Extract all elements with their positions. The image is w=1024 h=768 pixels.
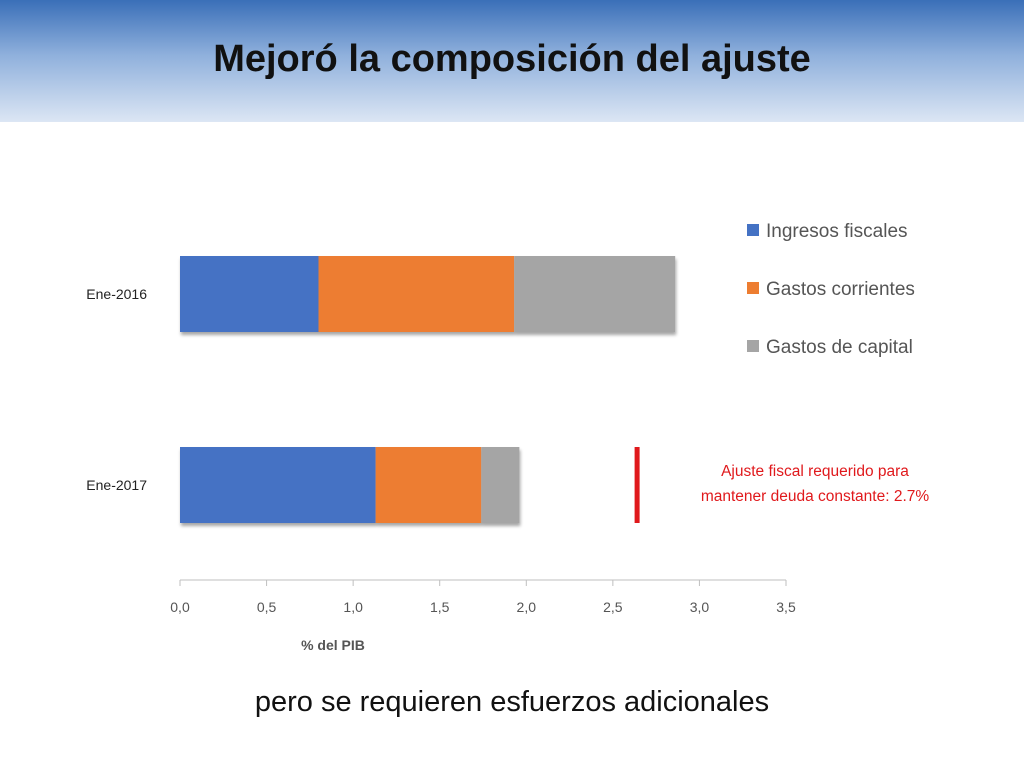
annotation-text-line: Ajuste fiscal requerido para: [721, 463, 909, 480]
bar-ene-2017-series-2: [375, 447, 482, 523]
bars-layer: [180, 256, 676, 523]
x-tick-label: 2,5: [603, 599, 623, 615]
required-adjustment-marker: [634, 447, 640, 523]
slide-title: Mejoró la composición del ajuste: [213, 38, 811, 80]
bar-ene-2016-series-1: [180, 256, 319, 332]
legend: Ingresos fiscales Gastos corrientes Gastos…: [747, 221, 915, 358]
category-label: Ene-2016: [86, 286, 147, 302]
bar-ene-2016-series-3: [514, 256, 676, 332]
bar-ene-2017-series-1: [180, 447, 376, 523]
x-axis: 0,0 0,5 1,0 1,5 2,0 2,5 3,0 3,5 % del PIB: [170, 579, 796, 653]
bar-ene-2016-series-2: [318, 256, 515, 332]
x-tick-label: 0,0: [170, 599, 190, 615]
legend-entry-label: Gastos corrientes: [766, 279, 915, 300]
title-banner: [0, 0, 1024, 122]
legend-swatch: [747, 224, 759, 236]
bar-group-ene-2016: [180, 256, 676, 332]
bar-group-ene-2017: [180, 447, 520, 523]
annotation-layer: Ajuste fiscal requerido para mantener deu…: [634, 447, 930, 523]
legend-entry-label: Ingresos fiscales: [766, 221, 908, 242]
slide-subtitle: pero se requieren esfuerzos adicionales: [254, 686, 770, 718]
x-axis-title: % del PIB: [301, 637, 365, 653]
x-tick-label: 3,5: [776, 599, 796, 615]
x-tick-label: 3,0: [690, 599, 710, 615]
x-tick-label: 1,0: [343, 599, 363, 615]
annotation-text-line: mantener deuda constante: 2.7%: [701, 488, 930, 505]
x-tick-label: 1,5: [430, 599, 450, 615]
legend-entry-label: Gastos de capital: [766, 337, 913, 358]
category-label: Ene-2017: [86, 477, 147, 493]
x-tick-label: 0,5: [257, 599, 277, 615]
legend-swatch: [747, 282, 759, 294]
bar-ene-2017-series-3: [481, 447, 520, 523]
category-axis: Ene-2016 Ene-2017: [86, 286, 147, 493]
legend-swatch: [747, 340, 759, 352]
x-tick-label: 2,0: [517, 599, 537, 615]
